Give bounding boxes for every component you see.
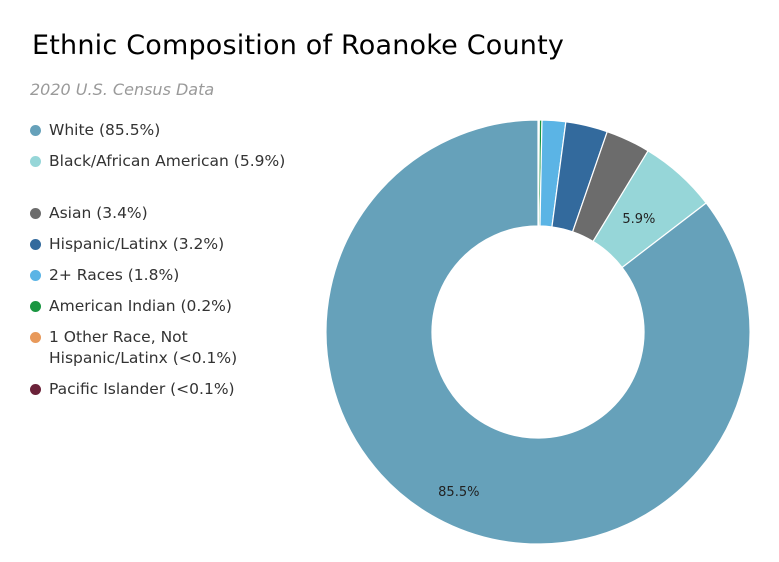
- legend-item[interactable]: Black/African American (5.9%): [30, 151, 320, 172]
- legend-swatch: [30, 270, 41, 281]
- legend-label: Asian (3.4%): [49, 204, 148, 222]
- legend-label: 2+ Races (1.8%): [49, 266, 180, 284]
- legend-label: American Indian (0.2%): [49, 297, 232, 315]
- slice-data-label: 85.5%: [438, 485, 479, 500]
- legend-item[interactable]: 1 Other Race, Not Hispanic/Latinx (<0.1%…: [30, 327, 320, 369]
- legend-label: Black/African American (5.9%): [49, 152, 286, 170]
- legend-swatch: [30, 156, 41, 167]
- legend-label: White (85.5%): [49, 121, 161, 139]
- legend-swatch: [30, 208, 41, 219]
- donut-slices: [325, 119, 751, 545]
- legend-label: Hispanic/Latinx (3.2%): [49, 235, 225, 253]
- legend-item[interactable]: American Indian (0.2%): [30, 296, 320, 317]
- legend-swatch: [30, 125, 41, 136]
- legend-item[interactable]: Hispanic/Latinx (3.2%): [30, 234, 320, 255]
- chart-subtitle: 2020 U.S. Census Data: [30, 80, 215, 99]
- legend-item[interactable]: White (85.5%): [30, 120, 320, 141]
- legend-swatch: [30, 332, 41, 343]
- legend-swatch: [30, 239, 41, 250]
- legend-swatch: [30, 384, 41, 395]
- legend-label: Pacific Islander (<0.1%): [49, 380, 235, 398]
- legend-swatch: [30, 301, 41, 312]
- donut-slice[interactable]: [325, 119, 751, 545]
- legend-item[interactable]: 2+ Races (1.8%): [30, 265, 320, 286]
- chart-title: Ethnic Composition of Roanoke County: [32, 30, 565, 61]
- slice-data-label: 5.9%: [622, 212, 655, 227]
- legend-item[interactable]: Pacific Islander (<0.1%): [30, 379, 320, 400]
- legend-label: 1 Other Race, Not Hispanic/Latinx (<0.1%…: [49, 328, 238, 367]
- legend-item[interactable]: Asian (3.4%): [30, 203, 320, 224]
